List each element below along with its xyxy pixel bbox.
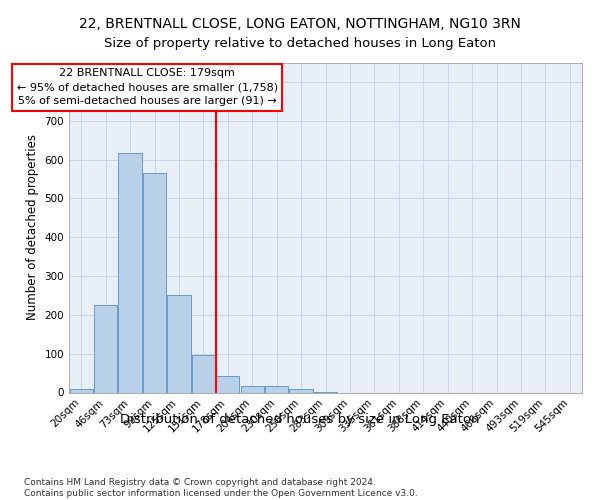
Text: 22, BRENTNALL CLOSE, LONG EATON, NOTTINGHAM, NG10 3RN: 22, BRENTNALL CLOSE, LONG EATON, NOTTING…	[79, 18, 521, 32]
Bar	[192, 355, 215, 393]
Bar	[241, 386, 264, 392]
Text: Contains HM Land Registry data © Crown copyright and database right 2024.
Contai: Contains HM Land Registry data © Crown c…	[24, 478, 418, 498]
Bar	[167, 296, 191, 392]
Bar	[70, 390, 93, 392]
Bar	[265, 386, 288, 392]
Bar	[118, 152, 142, 392]
Bar	[143, 173, 166, 392]
Text: Distribution of detached houses by size in Long Eaton: Distribution of detached houses by size …	[120, 412, 480, 426]
Bar	[94, 305, 117, 392]
Y-axis label: Number of detached properties: Number of detached properties	[26, 134, 39, 320]
Text: 22 BRENTNALL CLOSE: 179sqm
← 95% of detached houses are smaller (1,758)
5% of se: 22 BRENTNALL CLOSE: 179sqm ← 95% of deta…	[17, 68, 278, 106]
Text: Size of property relative to detached houses in Long Eaton: Size of property relative to detached ho…	[104, 38, 496, 51]
Bar	[289, 388, 313, 392]
Bar	[216, 376, 239, 392]
